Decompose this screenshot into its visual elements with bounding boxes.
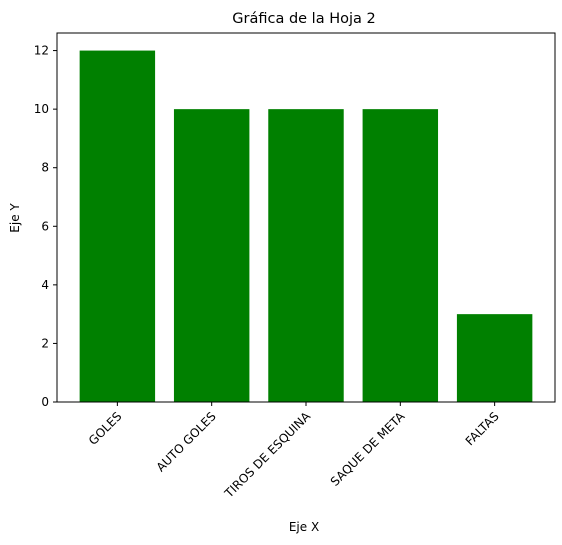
y-axis: 0 2 4 6 8 10 12 xyxy=(34,44,57,409)
x-axis-label: Eje X xyxy=(289,520,319,534)
bars-group xyxy=(79,50,533,402)
chart-title: Gráfica de la Hoja 2 xyxy=(232,11,375,27)
y-tick-label: 8 xyxy=(41,161,49,175)
bar-goles xyxy=(79,50,156,402)
y-tick-label: 10 xyxy=(34,102,49,116)
plot-frame xyxy=(56,32,556,403)
y-tick-label: 0 xyxy=(41,395,49,409)
bar-tiros-de-esquina xyxy=(268,109,344,402)
y-tick-label: 4 xyxy=(41,278,49,292)
y-tick-label: 12 xyxy=(34,44,49,58)
y-axis-label: Eje Y xyxy=(8,203,22,233)
y-tick-label: 2 xyxy=(41,336,49,350)
bar-faltas xyxy=(456,314,533,402)
bar-auto-goles xyxy=(173,109,250,402)
y-tick-label: 6 xyxy=(41,219,49,233)
bar-saque-de-meta xyxy=(362,109,439,402)
